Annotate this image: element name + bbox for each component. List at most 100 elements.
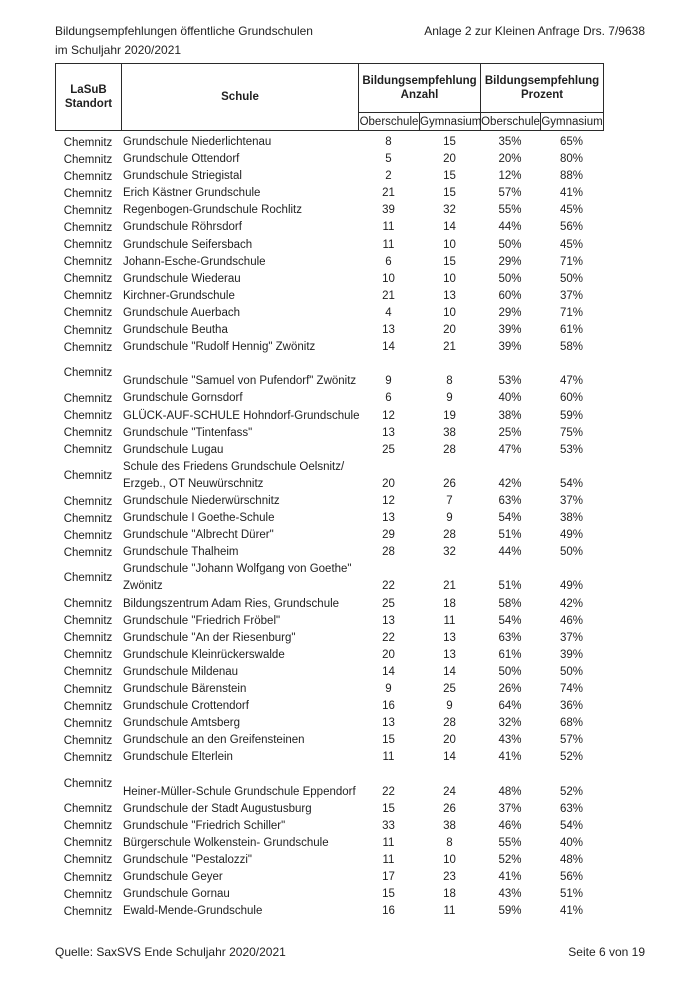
row-prozent-oberschule: 50% — [498, 238, 522, 251]
row-anzahl-oberschule: 16 — [382, 700, 395, 713]
row-anzahl-gymnasium: 15 — [443, 187, 456, 200]
row-prozent-gymnasium: 54% — [559, 477, 584, 490]
subheader-prozent-gymnasium: Gymnasium — [540, 112, 605, 131]
school-name-line: Grundschule Lugau — [123, 443, 224, 456]
school-name-line: Bildungszentrum Adam Ries, Grundschule — [123, 597, 340, 610]
row-anzahl-oberschule: 11 — [382, 853, 395, 866]
row-prozent-gymnasium: 38% — [559, 512, 584, 525]
row-prozent-oberschule: 35% — [498, 136, 522, 148]
row-anzahl-oberschule: 16 — [382, 905, 395, 918]
row-schule: Regenbogen-Grundschule Rochlitz — [121, 202, 358, 219]
table-row: Chemnitz Grundschule "Samuel von Pufendo… — [55, 356, 603, 390]
row-standort: Chemnitz — [63, 290, 113, 303]
row-standort: Chemnitz — [63, 392, 113, 405]
table-row: Chemnitz Grundschule Mildenau 14 14 50% … — [55, 664, 603, 681]
row-anzahl-gymnasium: 8 — [446, 836, 453, 849]
row-schule: Grundschule "An der Riesenburg" — [121, 630, 358, 647]
row-prozent-oberschule: 64% — [498, 700, 522, 713]
row-schule: Grundschule Wiederau — [121, 271, 358, 288]
row-prozent-gymnasium: 45% — [559, 204, 584, 217]
row-prozent-gymnasium: 71% — [559, 306, 584, 319]
row-standort: Chemnitz — [63, 427, 113, 440]
row-schule: Grundschule Röhrsdorf — [121, 219, 358, 236]
row-schule: Grundschule I Goethe-Schule — [121, 510, 358, 527]
table-row: Chemnitz Grundschule Crottendorf 16 9 64… — [55, 698, 603, 715]
row-prozent-oberschule: 54% — [498, 614, 522, 627]
row-schule: Grundschule Gornsdorf — [121, 390, 358, 407]
header-schule: Schule — [121, 63, 359, 131]
row-prozent-oberschule: 44% — [498, 221, 522, 234]
row-anzahl-gymnasium: 11 — [443, 905, 456, 918]
row-schule: Grundschule Amtsberg — [121, 715, 358, 732]
footer-page-number: Seite 6 von 19 — [568, 945, 645, 959]
row-standort: Chemnitz — [63, 222, 113, 235]
row-standort: Chemnitz — [63, 307, 113, 320]
row-schule: Grundschule an den Greifensteinen — [121, 732, 358, 749]
row-prozent-oberschule: 58% — [498, 597, 522, 610]
table-row: Chemnitz Grundschule "Rudolf Hennig" Zwö… — [55, 339, 603, 356]
row-anzahl-oberschule: 13 — [382, 614, 395, 627]
table-row: Chemnitz Johann-Esche-Grundschule 6 15 2… — [55, 254, 603, 271]
row-standort: Chemnitz — [63, 444, 113, 457]
annotation-reference: Anlage 2 zur Kleinen Anfrage Drs. 7/9638 — [424, 24, 645, 38]
row-prozent-oberschule: 53% — [498, 375, 522, 388]
row-anzahl-gymnasium: 15 — [443, 170, 456, 183]
row-schule: Grundschule Auerbach — [121, 305, 358, 322]
row-standort: Chemnitz — [63, 666, 113, 679]
row-anzahl-gymnasium: 14 — [443, 751, 456, 764]
row-prozent-oberschule: 37% — [498, 802, 522, 815]
school-name-line: Regenbogen-Grundschule Rochlitz — [123, 204, 302, 217]
row-standort: Chemnitz — [63, 512, 113, 525]
row-anzahl-gymnasium: 15 — [443, 136, 456, 148]
page-title-line1: Bildungsempfehlungen öffentliche Grundsc… — [55, 24, 313, 38]
subheader-prozent-oberschule: Oberschule — [480, 112, 542, 131]
row-anzahl-gymnasium: 20 — [443, 153, 456, 166]
row-standort: Chemnitz — [63, 153, 113, 166]
row-anzahl-oberschule: 10 — [382, 272, 395, 285]
row-schule: Schule des Friedens Grundschule Oelsnitz… — [121, 459, 358, 493]
row-prozent-gymnasium: 75% — [559, 426, 584, 439]
table-row: Chemnitz Grundschule Seifersbach 11 10 5… — [55, 237, 603, 254]
row-anzahl-oberschule: 39 — [382, 204, 395, 217]
table-row: Chemnitz Grundschule Elterlein 11 14 41%… — [55, 749, 603, 766]
row-prozent-oberschule: 39% — [498, 324, 522, 337]
row-schule: Grundschule Seifersbach — [121, 237, 358, 254]
row-schule: Heiner-Müller-Schule Grundschule Eppendo… — [121, 766, 358, 800]
row-anzahl-oberschule: 9 — [385, 375, 392, 388]
row-prozent-oberschule: 57% — [498, 187, 522, 200]
row-standort: Chemnitz — [63, 777, 113, 790]
row-anzahl-gymnasium: 21 — [443, 341, 456, 354]
table-row: Chemnitz Grundschule Beutha 13 20 39% 61… — [55, 322, 603, 339]
table-row: Chemnitz Regenbogen-Grundschule Rochlitz… — [55, 202, 603, 219]
row-schule: Grundschule Elterlein — [121, 749, 358, 766]
school-name-line: Bürgerschule Wolkenstein- Grundschule — [123, 836, 329, 849]
row-schule: Grundschule Beutha — [121, 322, 358, 339]
row-schule: Grundschule Niederlichtenau — [121, 134, 358, 151]
row-prozent-oberschule: 55% — [498, 836, 522, 849]
school-name-line: Grundschule "Pestalozzi" — [123, 853, 252, 866]
row-anzahl-gymnasium: 18 — [443, 597, 456, 610]
row-anzahl-oberschule: 11 — [382, 751, 395, 764]
row-prozent-gymnasium: 51% — [559, 888, 584, 901]
row-anzahl-gymnasium: 10 — [443, 272, 456, 285]
school-name-line: Grundschule Gornsdorf — [123, 392, 243, 405]
row-standort: Chemnitz — [63, 598, 113, 611]
table-header: LaSuB Standort Schule Bildungsempfehlung… — [55, 63, 605, 131]
row-schule: Grundschule Kleinrückerswalde — [121, 647, 358, 664]
row-anzahl-oberschule: 15 — [382, 888, 395, 901]
table-row: Chemnitz Schule des Friedens Grundschule… — [55, 459, 603, 493]
row-prozent-gymnasium: 60% — [559, 392, 584, 405]
table-row: Chemnitz Grundschule Striegistal 2 15 12… — [55, 168, 603, 185]
row-anzahl-oberschule: 4 — [385, 306, 392, 319]
row-anzahl-gymnasium: 38 — [443, 819, 456, 832]
row-standort: Chemnitz — [63, 615, 113, 628]
school-name-line — [123, 356, 358, 373]
table-row: Chemnitz Grundschule Lugau 25 28 47% 53% — [55, 442, 603, 459]
row-prozent-gymnasium: 80% — [559, 153, 584, 166]
row-anzahl-gymnasium: 9 — [446, 700, 453, 713]
row-anzahl-oberschule: 21 — [382, 187, 395, 200]
row-standort: Chemnitz — [63, 410, 113, 423]
school-name-line: Grundschule Kleinrückerswalde — [123, 648, 285, 661]
row-anzahl-gymnasium: 10 — [443, 306, 456, 319]
table-row: Chemnitz Grundschule "Tintenfass" 13 38 … — [55, 425, 603, 442]
